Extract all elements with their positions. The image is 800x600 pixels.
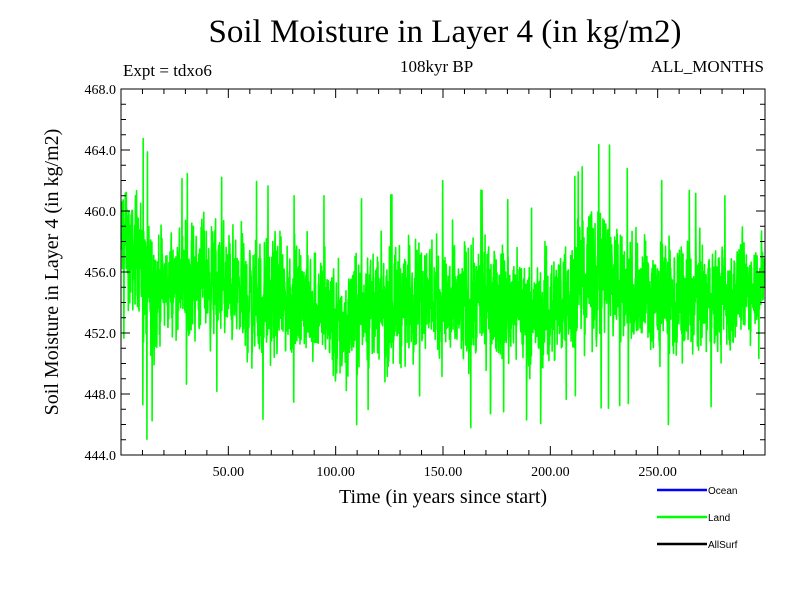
y-tick-label: 456.0 — [85, 266, 117, 281]
x-axis-label: Time (in years since start) — [339, 486, 547, 508]
ticks-layer: 444.0 448.0 452.0 456.0 460.0 464.0 468.0 50.00… — [85, 83, 765, 480]
series-line-land — [120, 137, 766, 440]
months-label: ALL_MONTHS — [650, 57, 764, 76]
x-tick-label: 100.00 — [316, 465, 355, 480]
legend-label-allsurf: AllSurf — [708, 540, 738, 551]
y-tick-label: 444.0 — [85, 449, 117, 464]
x-tick-label: 50.00 — [213, 465, 245, 480]
series-layer — [120, 137, 766, 440]
x-tick-label: 200.00 — [531, 465, 570, 480]
y-tick-label: 468.0 — [85, 83, 117, 98]
chart-title: Soil Moisture in Layer 4 (in kg/m2) — [208, 14, 682, 50]
period-label: 108kyr BP — [400, 57, 474, 76]
experiment-label: Expt = tdxo6 — [123, 61, 212, 80]
y-tick-label: 448.0 — [85, 388, 117, 403]
x-tick-label: 150.00 — [424, 465, 463, 480]
y-tick-label: 460.0 — [85, 205, 117, 220]
x-tick-label: 250.00 — [638, 465, 677, 480]
legend-label-land: Land — [708, 513, 730, 524]
y-axis-label: Soil Moisture in Layer 4 (in kg/m2) — [41, 129, 63, 416]
y-tick-label: 464.0 — [85, 144, 117, 159]
legend: Ocean Land AllSurf — [657, 486, 738, 551]
legend-label-ocean: Ocean — [708, 486, 737, 497]
y-tick-label: 452.0 — [85, 327, 117, 342]
